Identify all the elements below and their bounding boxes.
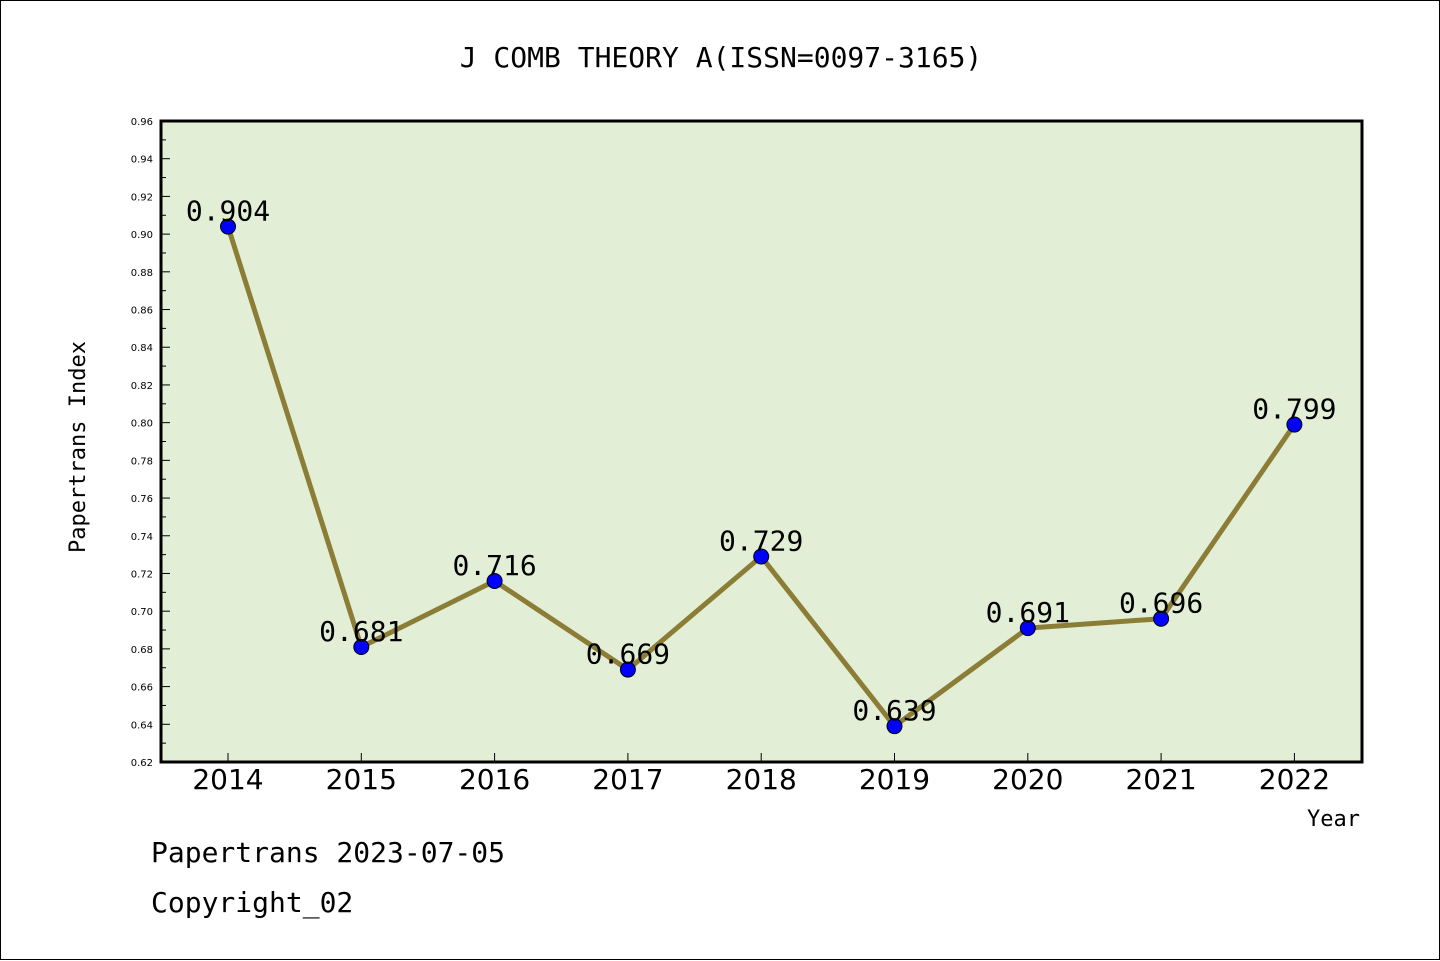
y-tick-label: 0.70 [131, 607, 153, 618]
data-point [619, 661, 636, 678]
data-label: 0.696 [1119, 587, 1203, 620]
data-point [1286, 416, 1303, 433]
y-tick-label: 0.78 [131, 456, 153, 467]
chart-title: J COMB THEORY A(ISSN=0097-3165) [460, 41, 983, 74]
data-label: 0.799 [1252, 393, 1336, 426]
data-point [1153, 610, 1170, 627]
y-tick-label: 0.96 [131, 117, 153, 128]
data-point [486, 573, 503, 590]
data-label: 0.691 [986, 596, 1070, 629]
y-tick-label: 0.72 [131, 569, 153, 580]
x-tick-label: 2021 [1125, 763, 1196, 796]
y-tick-label: 0.88 [131, 268, 153, 279]
data-point [220, 218, 236, 235]
y-tick-label: 0.66 [131, 683, 153, 694]
data-label: 0.639 [852, 694, 936, 727]
data-point [886, 718, 903, 735]
x-tick-label: 2020 [992, 763, 1063, 796]
y-tick-label: 0.62 [131, 758, 153, 769]
x-tick-label: 2016 [459, 763, 530, 796]
data-label: 0.904 [186, 195, 270, 228]
y-tick-label: 0.90 [131, 230, 153, 241]
footer-date: Papertrans 2023-07-05 [151, 836, 506, 869]
y-axis-ticks: 0.62 0.64 0.66 0.68 0.70 0.72 0.74 0.76 0.78 0.80… [131, 117, 170, 769]
y-tick-label: 0.84 [131, 343, 153, 354]
series-group: 0.904 0.681 0.716 0.669 0.729 0.639 0.691 0.696… [186, 195, 1337, 735]
x-tick-label: 2018 [726, 763, 797, 796]
x-tick-label: 2019 [859, 763, 930, 796]
y-tick-label: 0.74 [131, 532, 153, 543]
y-tick-label: 0.92 [131, 192, 153, 203]
x-axis-label: Year [1307, 807, 1360, 832]
y-tick-label: 0.80 [131, 419, 153, 430]
x-tick-label: 2014 [192, 763, 263, 796]
y-tick-label: 0.94 [131, 155, 153, 166]
data-point [1019, 620, 1036, 637]
y-tick-label: 0.68 [131, 645, 153, 656]
data-point [753, 548, 770, 565]
plot-area [159, 119, 1364, 764]
x-tick-label: 2022 [1259, 763, 1330, 796]
data-label: 0.681 [319, 615, 403, 648]
data-point [353, 638, 370, 655]
y-tick-label: 0.82 [131, 381, 153, 392]
data-label: 0.729 [719, 525, 803, 558]
x-tick-label: 2017 [592, 763, 663, 796]
y-tick-label: 0.76 [131, 494, 153, 505]
y-tick-label: 0.86 [131, 306, 153, 317]
x-axis-ticks: 2014 2015 2016 2017 2018 2019 2020 2021 2022 [192, 753, 1330, 796]
y-axis-label: Papertrans Index [66, 341, 91, 553]
data-label: 0.669 [586, 638, 670, 671]
data-label: 0.716 [452, 549, 536, 582]
footer-copyright: Copyright_02 [151, 886, 354, 919]
y-tick-label: 0.64 [131, 720, 153, 731]
x-tick-label: 2015 [326, 763, 397, 796]
